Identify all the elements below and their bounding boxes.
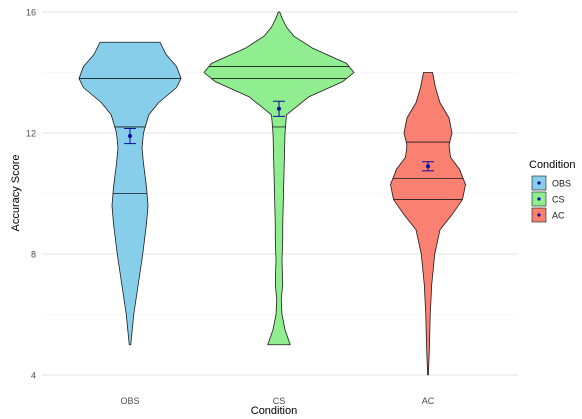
x-tick-label: CS <box>273 396 286 406</box>
violin-cs <box>203 11 355 346</box>
violin-body <box>390 72 466 376</box>
legend-label: CS <box>552 195 565 205</box>
legend-item-obs: OBS <box>531 175 571 191</box>
y-tick-label: 8 <box>31 250 36 260</box>
y-axis-title: Accuracy Score <box>10 154 22 231</box>
legend: Condition OBS CS AC <box>529 159 575 223</box>
y-tick-label: 12 <box>26 129 36 139</box>
legend-item-cs: CS <box>531 191 565 207</box>
violins <box>78 11 466 376</box>
legend-label: OBS <box>552 179 571 189</box>
legend-title: Condition <box>529 159 575 171</box>
x-axis-title: Condition <box>251 405 297 417</box>
mean-point <box>277 106 281 111</box>
mean-point <box>128 134 132 139</box>
violin-obs <box>78 41 182 346</box>
y-axis-ticks: 4 8 12 16 <box>26 8 36 381</box>
legend-item-ac: AC <box>531 207 565 223</box>
x-tick-label: OBS <box>120 396 139 406</box>
legend-label: AC <box>552 211 565 221</box>
x-tick-label: AC <box>422 396 435 406</box>
legend-key-point <box>537 197 541 201</box>
x-axis-ticks: OBS CS AC <box>120 396 434 406</box>
violin-ac <box>390 72 466 376</box>
y-tick-label: 16 <box>26 8 36 18</box>
mean-point <box>426 164 430 169</box>
y-tick-label: 4 <box>31 371 36 381</box>
legend-key-point <box>537 181 541 185</box>
legend-key-point <box>537 213 541 217</box>
violin-body <box>203 11 355 346</box>
